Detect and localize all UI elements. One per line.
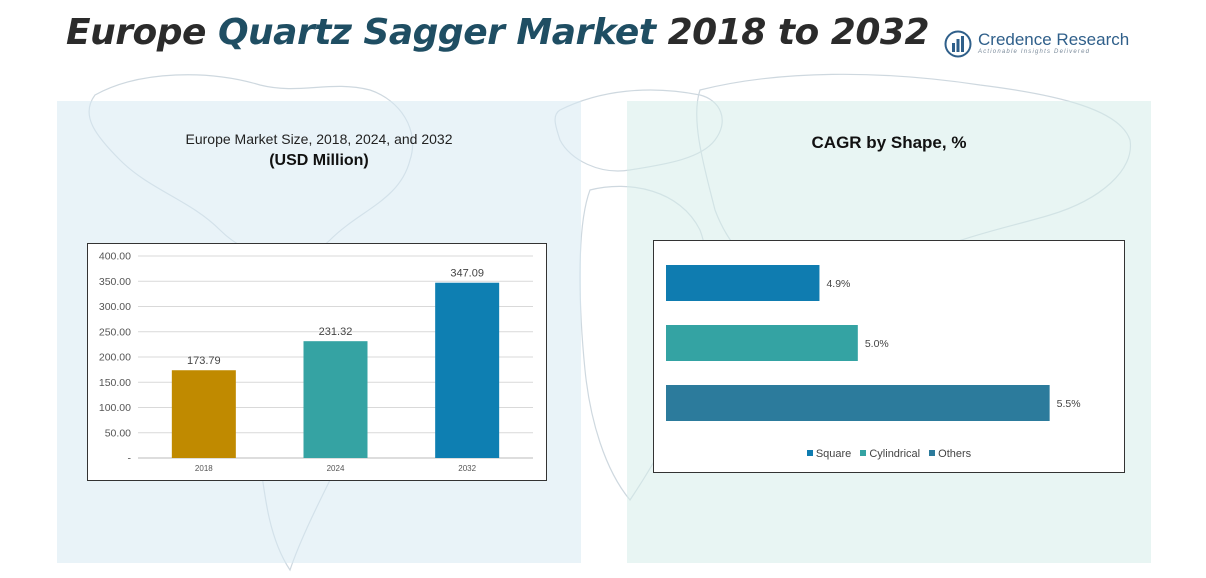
bar-value-label: 173.79 [187,355,221,367]
legend-item-cylindrical[interactable]: Cylindrical [860,448,920,460]
bar-value-label: 231.32 [319,326,353,338]
market-size-subtitle: Europe Market Size, 2018, 2024, and 2032 [185,131,453,147]
legend-swatch-others [929,450,936,457]
market-size-bar-chart: - 50.00 100.00 150.00 200.00 250.00 300.00 350.… [99,251,533,473]
y-tick-label: - [128,453,132,465]
title-part-region: Europe [66,12,206,53]
y-tick-label: 200.00 [99,352,131,364]
title-part-market: Quartz Sagger Market [217,12,656,53]
market-size-unit: (USD Million) [269,152,369,169]
legend-item-others[interactable]: Others [929,448,971,460]
cagr-chart-frame: 4.9% 5.0% 5.5% Square Cylindrical Others [653,240,1125,473]
legend-label-cylindrical: Cylindrical [869,448,921,460]
y-tick-label: 400.00 [99,251,131,263]
market-size-chart-frame: - 50.00 100.00 150.00 200.00 250.00 300.00 350.… [87,243,547,481]
legend-label-square: Square [815,448,852,460]
bar-value-label: 4.9% [826,278,850,290]
cagr-horizontal-bar-chart: 4.9% 5.0% 5.5% [666,265,1081,421]
cagr-legend: Square Cylindrical Others [654,448,1124,460]
bar-value-label: 5.0% [865,338,889,350]
bar-value-label: 347.09 [450,268,484,280]
bar-chart-logo-icon [944,30,972,58]
bar-value-label: 5.5% [1057,398,1081,410]
brand-logo[interactable]: Credence Research Actionable Insights De… [944,28,1134,60]
x-tick-label: 2032 [458,464,476,473]
y-tick-label: 250.00 [99,326,131,338]
bar-2018 [171,370,236,458]
bar-others [666,385,1050,421]
legend-label-others: Others [938,448,972,460]
logo-tagline: Actionable Insights Delivered [978,49,1091,55]
logo-name: Credence Research [978,30,1130,49]
y-tick-label: 350.00 [99,276,131,288]
legend-item-square[interactable]: Square [806,448,852,460]
bar-2024 [303,341,368,458]
bar-2032 [435,282,500,458]
x-tick-label: 2024 [327,464,345,473]
bar-cylindrical [666,325,858,361]
title-part-years: 2018 to 2032 [667,12,930,53]
x-tick-label: 2018 [195,464,213,473]
y-tick-label: 150.00 [99,377,131,389]
y-tick-label: 50.00 [105,427,131,439]
y-tick-label: 300.00 [99,301,131,313]
y-tick-label: 100.00 [99,402,131,414]
legend-swatch-square [806,450,813,457]
cagr-chart-title: CAGR by Shape, % [811,133,967,152]
legend-swatch-cylindrical [860,450,867,457]
bar-square [666,265,820,301]
page-title: Europe Quartz Sagger Market 2018 to 2032 [66,12,930,53]
